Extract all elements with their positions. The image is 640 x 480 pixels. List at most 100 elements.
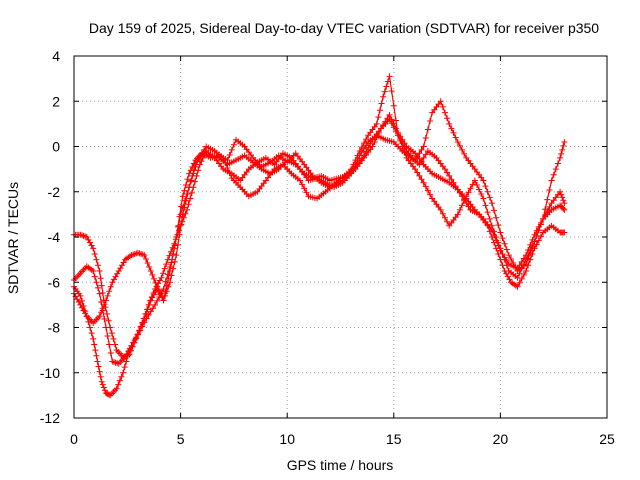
data-point-marker — [412, 157, 419, 164]
data-point-marker — [557, 154, 564, 161]
data-point-marker — [94, 358, 101, 365]
y-tick-label: -6 — [48, 274, 61, 290]
x-tick-label: 5 — [177, 431, 185, 447]
data-point-marker — [296, 177, 303, 184]
data-point-marker — [529, 236, 536, 243]
data-point-marker — [561, 138, 568, 145]
data-point-marker — [188, 189, 195, 196]
data-point-marker — [112, 273, 119, 280]
data-point-marker — [365, 144, 372, 151]
data-point-marker — [486, 194, 493, 201]
data-point-marker — [522, 261, 529, 268]
data-point-marker — [123, 358, 130, 365]
data-point-marker — [478, 191, 485, 198]
data-point-marker — [356, 148, 363, 155]
data-point-marker — [482, 183, 489, 190]
data-point-marker — [422, 151, 429, 158]
data-point-marker — [495, 222, 502, 229]
data-point-marker — [484, 209, 491, 216]
data-point-marker — [187, 167, 194, 174]
data-point-marker — [499, 250, 506, 257]
data-point-marker — [537, 233, 544, 240]
data-point-marker — [533, 227, 540, 234]
data-point-marker — [106, 288, 113, 295]
data-point-marker — [99, 381, 106, 388]
data-point-marker — [535, 223, 542, 230]
data-point-marker — [386, 111, 393, 118]
data-point-marker — [190, 160, 197, 167]
data-point-marker — [505, 252, 512, 259]
data-point-marker — [174, 241, 181, 248]
data-point-marker — [97, 373, 104, 380]
data-point-marker — [186, 184, 193, 191]
data-point-marker — [414, 169, 421, 176]
data-point-marker — [98, 378, 105, 385]
data-point-marker — [134, 331, 141, 338]
data-point-marker — [560, 142, 567, 149]
data-point-marker — [110, 276, 117, 283]
data-point-marker — [187, 178, 194, 185]
data-point-marker — [354, 152, 361, 159]
data-point-marker — [352, 157, 359, 164]
data-point-marker — [113, 385, 120, 392]
data-point-marker — [173, 234, 180, 240]
data-point-marker — [459, 146, 466, 153]
data-point-marker — [378, 100, 385, 107]
data-point-marker — [187, 195, 194, 202]
data-point-marker — [480, 177, 487, 184]
data-point-marker — [454, 138, 461, 145]
data-point-marker — [168, 272, 175, 279]
data-point-marker — [88, 330, 95, 337]
data-point-marker — [104, 292, 111, 299]
data-point-marker — [182, 181, 189, 188]
data-point-marker — [401, 140, 408, 147]
data-point-marker — [170, 250, 177, 257]
y-tick-label: 4 — [52, 48, 60, 64]
data-point-marker — [141, 315, 148, 322]
data-point-marker — [525, 247, 532, 254]
data-point-marker — [446, 120, 453, 127]
data-point-marker — [85, 236, 92, 243]
data-point-marker — [165, 275, 172, 282]
data-point-marker — [94, 262, 101, 269]
data-point-marker — [527, 241, 534, 248]
data-point-marker — [444, 218, 451, 225]
data-point-marker — [454, 211, 461, 218]
data-point-marker — [448, 176, 455, 183]
data-point-marker — [106, 341, 113, 348]
data-point-marker — [189, 172, 196, 179]
data-point-marker — [392, 117, 399, 124]
data-point-marker — [363, 136, 370, 143]
series-1 — [71, 132, 568, 360]
data-point-marker — [560, 205, 567, 212]
data-point-marker — [531, 231, 538, 238]
data-point-marker — [444, 169, 451, 176]
data-point-marker — [170, 265, 177, 272]
data-point-marker — [174, 223, 181, 230]
data-point-marker — [558, 150, 565, 157]
data-point-marker — [91, 273, 98, 280]
data-point-marker — [145, 312, 152, 319]
data-point-marker — [138, 323, 145, 330]
data-point-marker — [178, 221, 185, 228]
data-point-marker — [518, 258, 525, 265]
data-point-marker — [96, 290, 103, 297]
data-point-marker — [561, 229, 568, 236]
data-point-marker — [390, 120, 397, 127]
data-point-marker — [184, 176, 191, 183]
data-point-marker — [102, 324, 109, 331]
data-point-marker — [101, 316, 108, 323]
data-point-marker — [118, 373, 125, 380]
data-point-marker — [77, 292, 84, 299]
data-point-marker — [375, 114, 382, 121]
data-point-marker — [486, 215, 493, 222]
data-point-marker — [150, 275, 157, 282]
data-point-marker — [388, 88, 395, 95]
data-point-marker — [104, 332, 111, 339]
data-point-marker — [399, 136, 406, 143]
data-point-marker — [491, 207, 498, 214]
data-point-marker — [230, 141, 237, 148]
data-point-marker — [501, 240, 508, 247]
data-point-marker — [147, 308, 154, 315]
grid — [74, 56, 607, 418]
